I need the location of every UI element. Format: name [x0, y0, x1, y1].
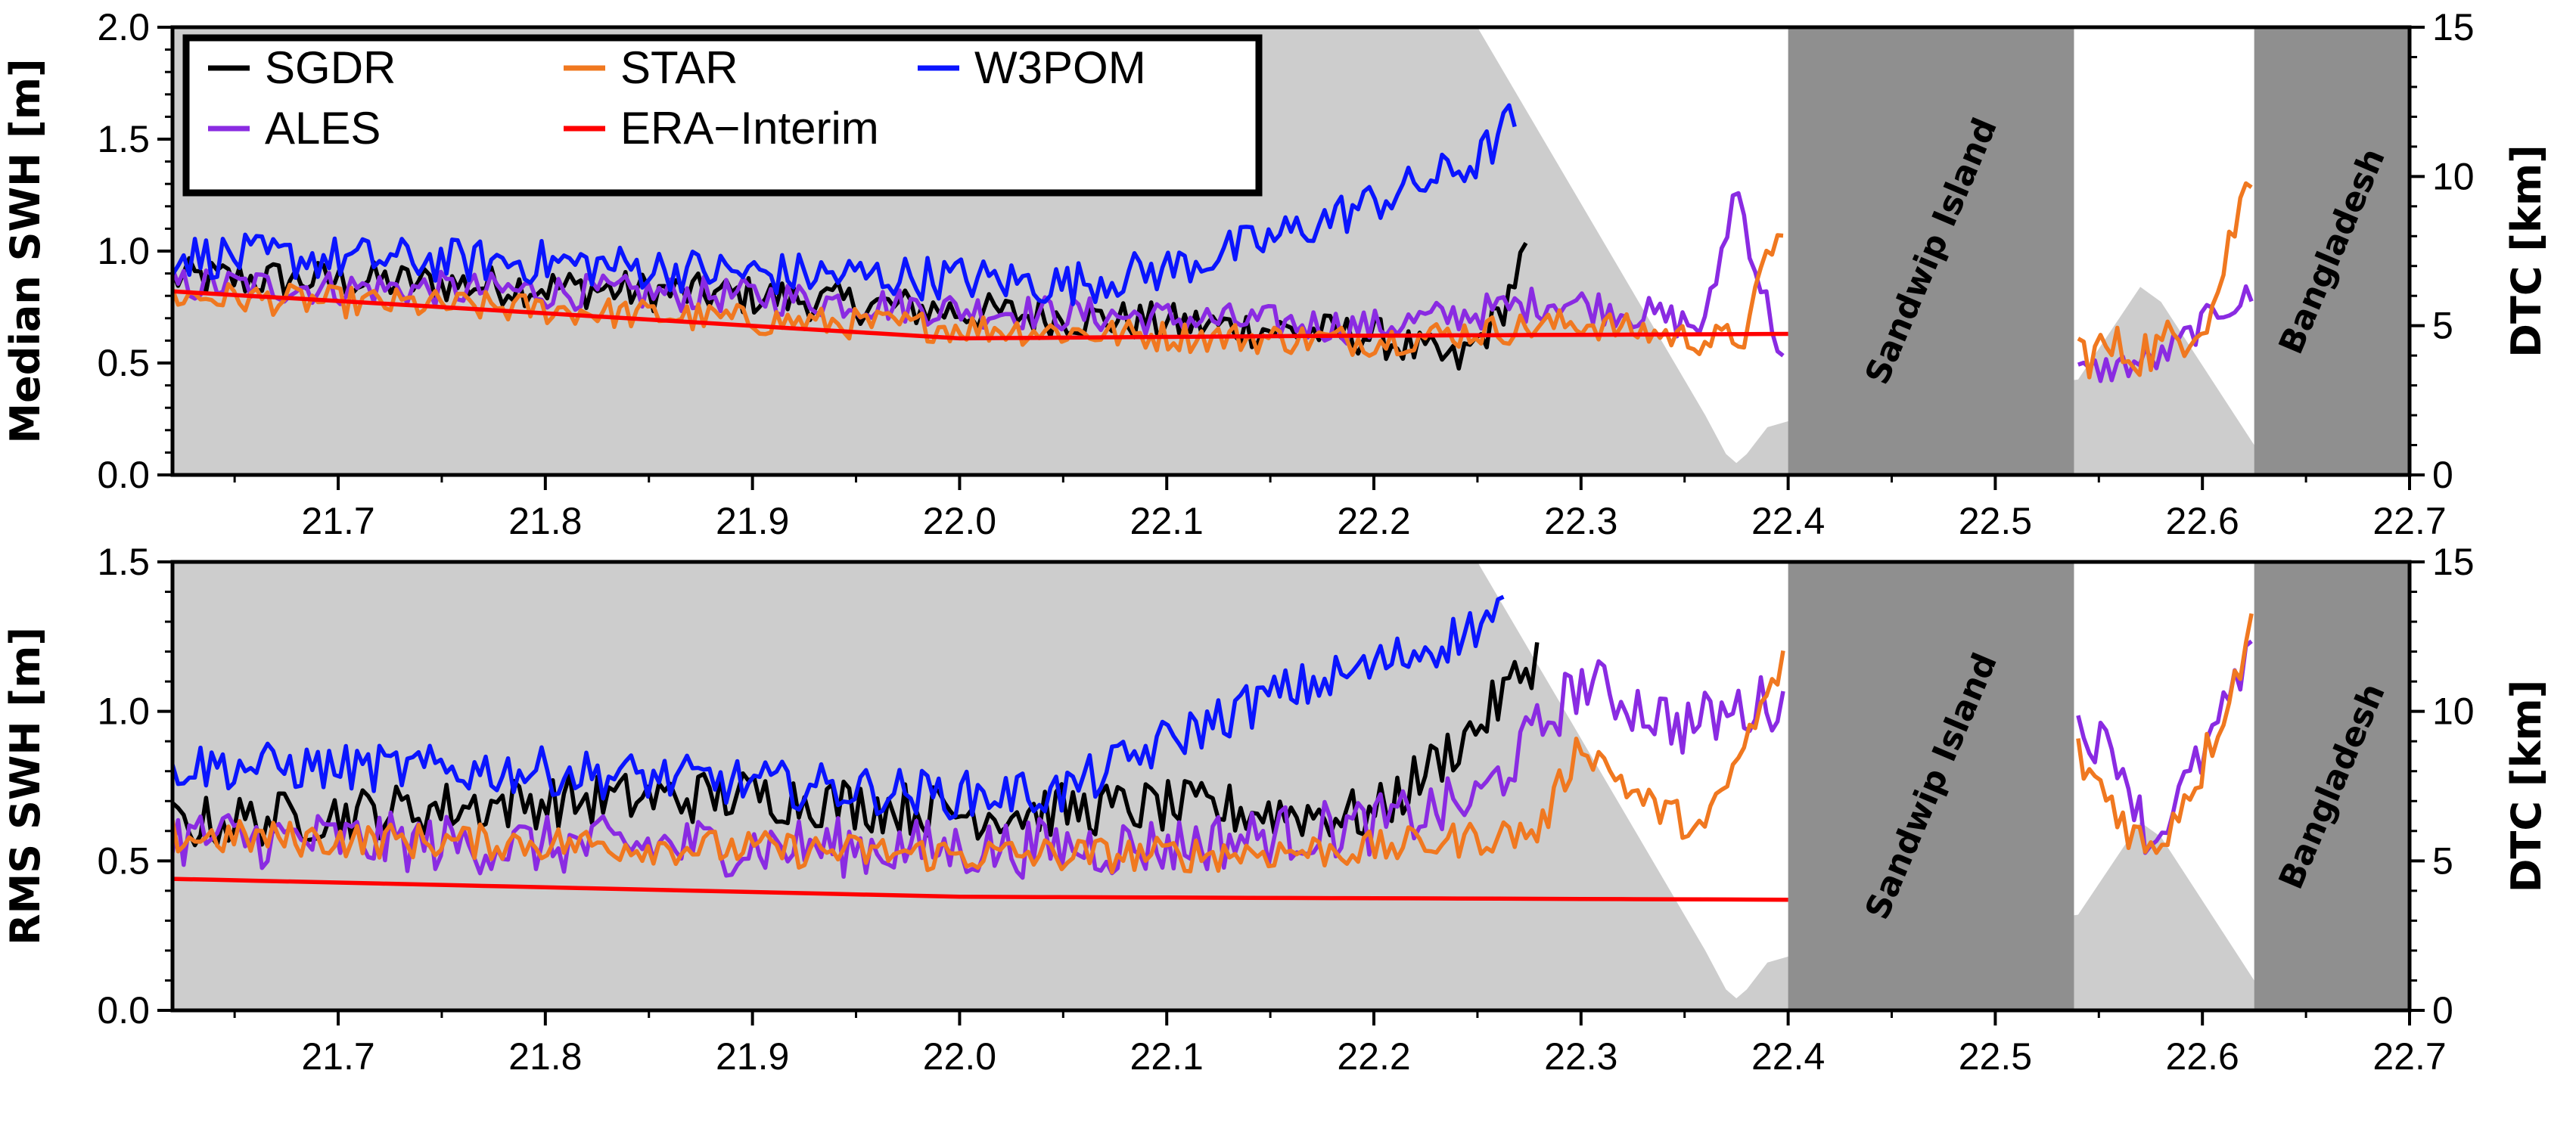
- series-w3pom-line: [172, 594, 1505, 821]
- legend-box: [182, 34, 1263, 197]
- x-tick-label: 22.3: [1544, 1035, 1617, 1078]
- y2-tick-label: 0: [2432, 454, 2453, 496]
- series-star-line: [2076, 613, 2254, 855]
- x-tick-label: 22.2: [1337, 500, 1410, 542]
- y-tick-label: 1.0: [97, 690, 150, 733]
- y2-tick-label: 15: [2432, 6, 2475, 48]
- y2-tick-label: 5: [2432, 305, 2453, 347]
- series-ales-line: [172, 659, 1785, 880]
- legend-label-era-interim: ERA−Interim: [620, 103, 879, 154]
- x-tick-label: 22.0: [923, 500, 996, 542]
- x-tick-label: 22.7: [2372, 500, 2446, 542]
- x-tick-label: 21.7: [301, 500, 374, 542]
- x-tick-label: 22.0: [923, 1035, 996, 1078]
- series-sgdr-line: [172, 642, 1540, 848]
- x-tick-label: 21.8: [508, 1035, 582, 1078]
- legend-label-ales: ALES: [265, 103, 381, 154]
- x-tick-label: 22.6: [2166, 500, 2239, 542]
- series-ales-line: [172, 191, 1785, 358]
- x-tick-label: 22.4: [1751, 1035, 1825, 1078]
- legend-label-sgdr: SGDR: [265, 42, 396, 93]
- y-tick-label: 1.0: [97, 230, 150, 272]
- series-ales-line: [2077, 284, 2254, 383]
- x-tick-label: 21.8: [508, 500, 582, 542]
- y-tick-label: 1.5: [97, 118, 150, 160]
- x-tick-label: 22.5: [1959, 1035, 2032, 1078]
- x-tick-label: 21.7: [301, 1035, 374, 1078]
- y2-tick-label: 5: [2432, 839, 2453, 882]
- y2-axis-title: DTC [km]: [2503, 680, 2550, 893]
- x-tick-label: 22.3: [1544, 500, 1617, 542]
- x-tick-label: 22.5: [1959, 500, 2032, 542]
- series-era-interim-line: [172, 289, 1788, 341]
- x-tick-label: 22.7: [2372, 1035, 2446, 1078]
- legend-label-star: STAR: [620, 42, 738, 93]
- x-tick-label: 22.6: [2166, 1035, 2239, 1078]
- x-tick-label: 22.1: [1130, 1035, 1204, 1078]
- series-w3pom-line: [172, 103, 1517, 306]
- y-tick-label: 0.5: [97, 342, 150, 384]
- y2-axis-title: DTC [km]: [2503, 144, 2550, 358]
- plot-frame: [170, 560, 2412, 1013]
- y-tick-label: 0.0: [97, 989, 150, 1032]
- x-tick-label: 22.2: [1337, 1035, 1410, 1078]
- plot-area: [172, 562, 2410, 1010]
- dtc-area: [172, 562, 2254, 1010]
- land-region-sandwip-island: [1788, 562, 2074, 1010]
- y-tick-label: 2.0: [97, 6, 150, 48]
- series-era-interim-line: [172, 877, 1788, 902]
- x-tick-label: 21.9: [716, 500, 789, 542]
- legend-label-w3pom: W3POM: [974, 42, 1146, 93]
- y-axis-title: RMS SWH [m]: [2, 627, 49, 945]
- y2-tick-label: 10: [2432, 690, 2475, 733]
- land-region-sandwip-island: [1788, 27, 2074, 475]
- y2-tick-label: 0: [2432, 989, 2453, 1032]
- y-tick-label: 0.5: [97, 839, 150, 882]
- y-tick-label: 0.0: [97, 454, 150, 496]
- land-region-bangladesh: [2254, 27, 2410, 475]
- legend: SGDR STAR W3POM ALES ERA−Interim: [182, 34, 1263, 197]
- y2-tick-label: 10: [2432, 155, 2475, 197]
- series-ales-line: [2076, 639, 2253, 855]
- x-tick-label: 22.1: [1130, 500, 1204, 542]
- series-star-line: [2077, 181, 2253, 380]
- y-axis-title: Median SWH [m]: [2, 58, 49, 443]
- land-region-bangladesh: [2254, 562, 2410, 1010]
- x-tick-label: 21.9: [716, 1035, 789, 1078]
- y2-tick-label: 15: [2432, 541, 2475, 583]
- y-tick-label: 1.5: [97, 541, 150, 583]
- x-tick-label: 22.4: [1751, 500, 1825, 542]
- series-star-line: [172, 650, 1785, 875]
